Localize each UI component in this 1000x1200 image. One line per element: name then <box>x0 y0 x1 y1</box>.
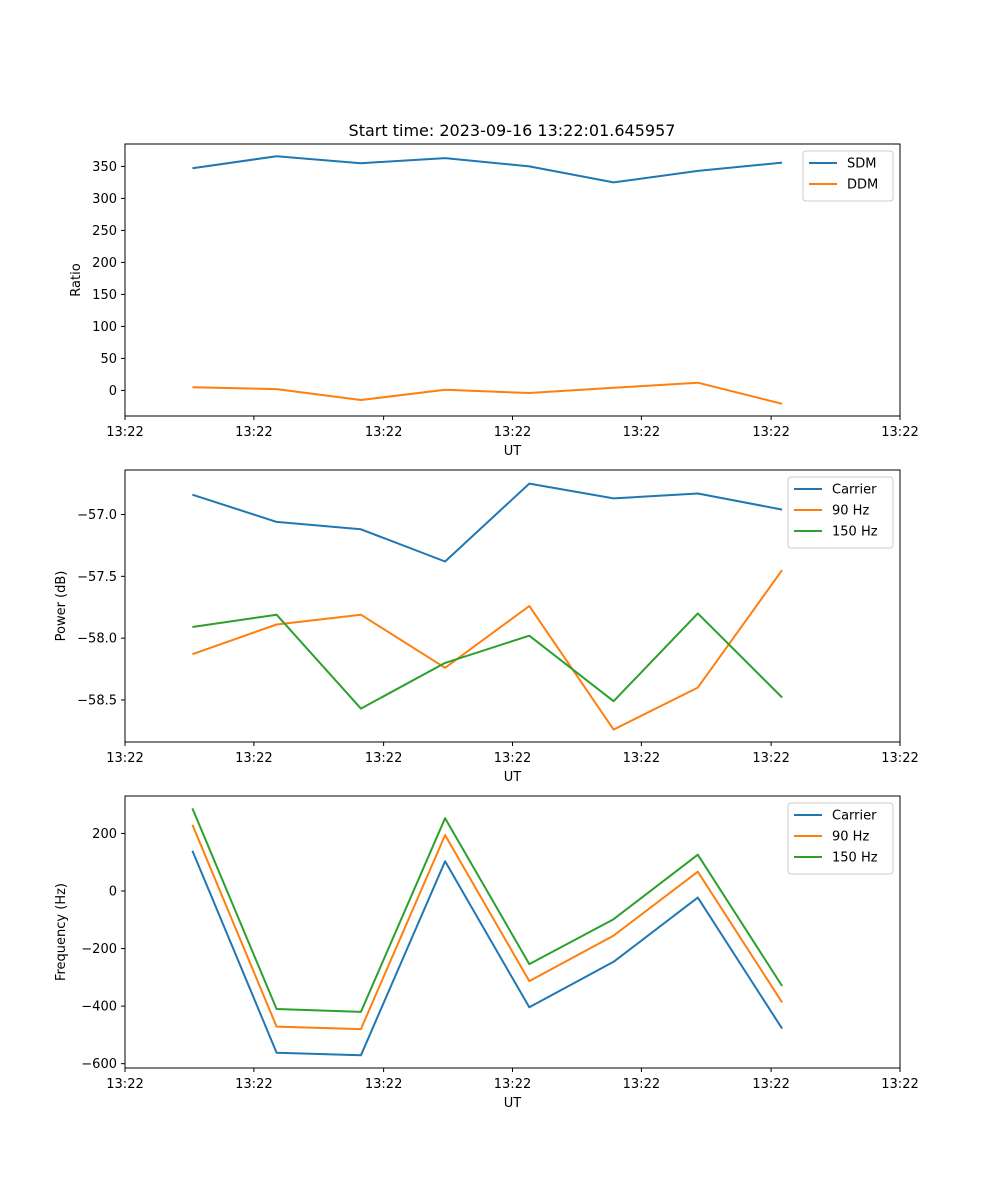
y-tick-label: 100 <box>92 320 117 335</box>
series-line-90-hz <box>191 824 783 1031</box>
x-tick-label: 13:22 <box>881 1077 918 1092</box>
y-tick-label: 150 <box>92 288 117 303</box>
y-axis-label: Ratio <box>69 263 84 296</box>
y-axis-label: Frequency (Hz) <box>54 883 69 981</box>
x-tick-label: 13:22 <box>106 1077 143 1092</box>
legend-label: Carrier <box>832 483 877 498</box>
x-tick-label: 13:22 <box>365 425 402 440</box>
legend-label: SDM <box>847 157 876 172</box>
y-tick-label: 0 <box>109 884 117 899</box>
y-tick-label: 0 <box>109 384 117 399</box>
y-tick-label: −57.5 <box>77 570 117 585</box>
figure-title: Start time: 2023-09-16 13:22:01.645957 <box>349 121 676 140</box>
series-line-150-hz <box>192 612 783 710</box>
x-tick-label: 13:22 <box>623 751 660 766</box>
x-tick-label: 13:22 <box>881 425 918 440</box>
x-axis-label: UT <box>504 1096 522 1111</box>
y-tick-label: −57.0 <box>77 508 117 523</box>
y-tick-label: −400 <box>81 1000 117 1015</box>
chart-panel-2: −57.0 −57.5 −58.0 −58.5 13:22 13:22 13:22 13:22… <box>54 469 919 785</box>
legend: Carrier 90 Hz 150 Hz <box>787 802 894 875</box>
y-axis-label: Power (dB) <box>54 571 69 642</box>
legend-label: 90 Hz <box>832 830 869 845</box>
x-tick-label: 13:22 <box>881 751 918 766</box>
x-tick-label: 13:22 <box>494 751 531 766</box>
x-tick-label: 13:22 <box>623 1077 660 1092</box>
chart-panel-1: 0 50 100 150 200 250 300 350 13:22 13:22 13:22 13:2… <box>69 143 919 459</box>
y-tick-label: −200 <box>81 942 117 957</box>
legend-label: 150 Hz <box>832 525 878 540</box>
series-line-sdm <box>192 155 783 184</box>
x-tick-label: 13:22 <box>494 425 531 440</box>
series-line-90-hz <box>192 569 783 731</box>
plot-frame <box>124 143 901 417</box>
series-line-carrier <box>192 482 783 563</box>
x-tick-label: 13:22 <box>106 425 143 440</box>
series-line-carrier <box>191 850 783 1057</box>
y-tick-label: −58.5 <box>77 693 117 708</box>
x-tick-label: 13:22 <box>235 751 272 766</box>
legend-label: 90 Hz <box>832 504 869 519</box>
x-axis-label: UT <box>504 770 522 785</box>
x-axis-label: UT <box>504 444 522 459</box>
legend-label: 150 Hz <box>832 851 878 866</box>
chart-panel-3: −600 −400 −200 0 200 13:22 13:22 13:22 13:22 13:2… <box>54 795 919 1111</box>
y-tick-label: 350 <box>92 160 117 175</box>
x-tick-label: 13:22 <box>365 1077 402 1092</box>
y-tick-label: 50 <box>100 352 117 367</box>
x-tick-label: 13:22 <box>623 425 660 440</box>
series-line-ddm <box>192 381 783 405</box>
legend: SDM DDM <box>802 150 894 202</box>
legend-label: DDM <box>847 178 878 193</box>
y-tick-label: 200 <box>92 827 117 842</box>
x-tick-label: 13:22 <box>494 1077 531 1092</box>
x-tick-label: 13:22 <box>106 751 143 766</box>
y-tick-label: −58.0 <box>77 632 117 647</box>
x-tick-label: 13:22 <box>235 425 272 440</box>
x-tick-label: 13:22 <box>752 1077 789 1092</box>
series-line-150-hz <box>191 808 783 1013</box>
x-tick-label: 13:22 <box>752 425 789 440</box>
legend: Carrier 90 Hz 150 Hz <box>787 476 894 549</box>
y-tick-label: 300 <box>92 192 117 207</box>
x-tick-label: 13:22 <box>235 1077 272 1092</box>
y-tick-label: 250 <box>92 224 117 239</box>
x-tick-label: 13:22 <box>365 751 402 766</box>
legend-label: Carrier <box>832 809 877 824</box>
x-tick-label: 13:22 <box>752 751 789 766</box>
y-tick-label: −600 <box>81 1057 117 1072</box>
y-tick-label: 200 <box>92 256 117 271</box>
plot-frame <box>124 795 901 1069</box>
